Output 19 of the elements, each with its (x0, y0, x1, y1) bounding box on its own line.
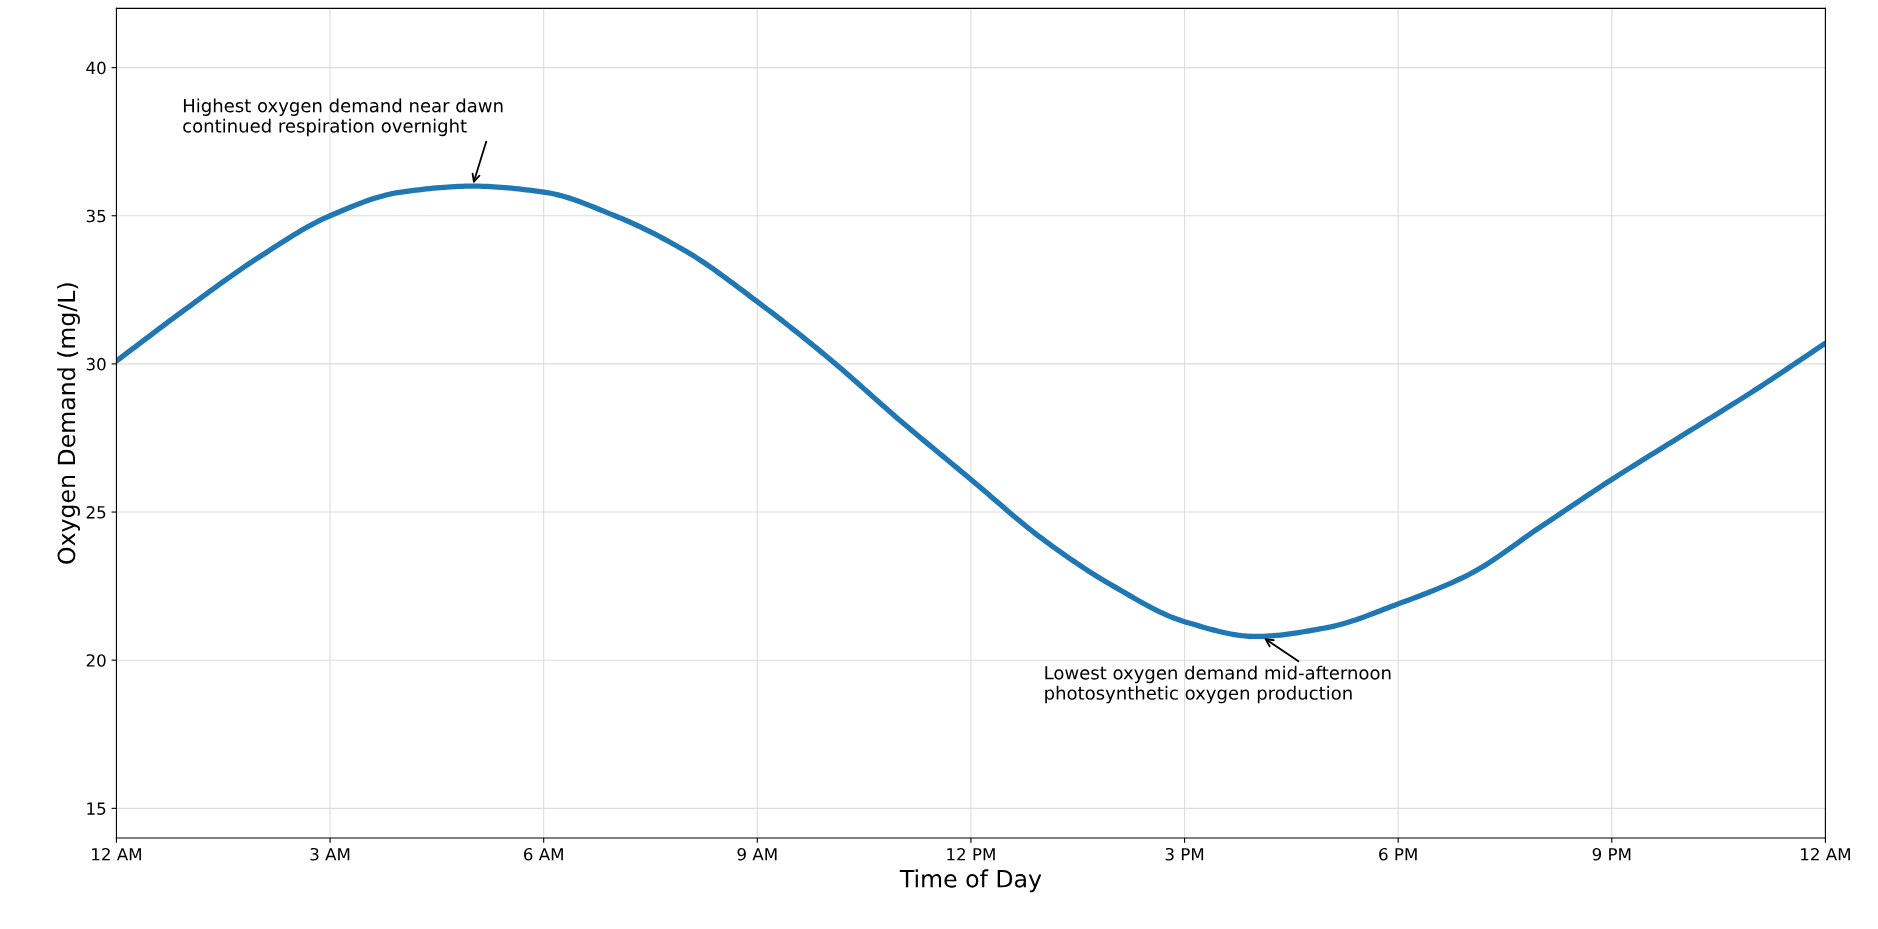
y-tick-label: 40 (86, 61, 106, 75)
y-tick-label: 35 (86, 209, 106, 223)
x-tick-label: 9 AM (737, 847, 777, 861)
x-tick-label: 12 AM (1801, 847, 1850, 861)
y-tick-label: 15 (87, 802, 106, 815)
y-tick-label: 30 (86, 357, 106, 371)
x-tick-label: 12 AM (92, 847, 141, 861)
annotation: Highest oxygen demand near dawn continued respiration overnight (183, 98, 503, 137)
x-tick-label: 6 PM (1379, 847, 1417, 861)
x-tick-label: 6 AM (524, 847, 563, 861)
x-axis-title: Time of Day (899, 869, 1042, 893)
x-tick-label: 9 PM (1592, 847, 1631, 861)
y-tick-label: 20 (86, 654, 106, 667)
annotation: Lowest oxygen demand mid-afternoon photosynthetic oxygen production (1045, 665, 1391, 704)
x-tick-label: 3 AM (310, 847, 350, 861)
y-axis-title: Oxygen Demand (mg/L) (57, 283, 80, 564)
x-tick-label: 3 PM (1165, 847, 1204, 861)
y-tick-label: 25 (86, 506, 106, 519)
x-tick-label: 12 PM (947, 847, 995, 861)
